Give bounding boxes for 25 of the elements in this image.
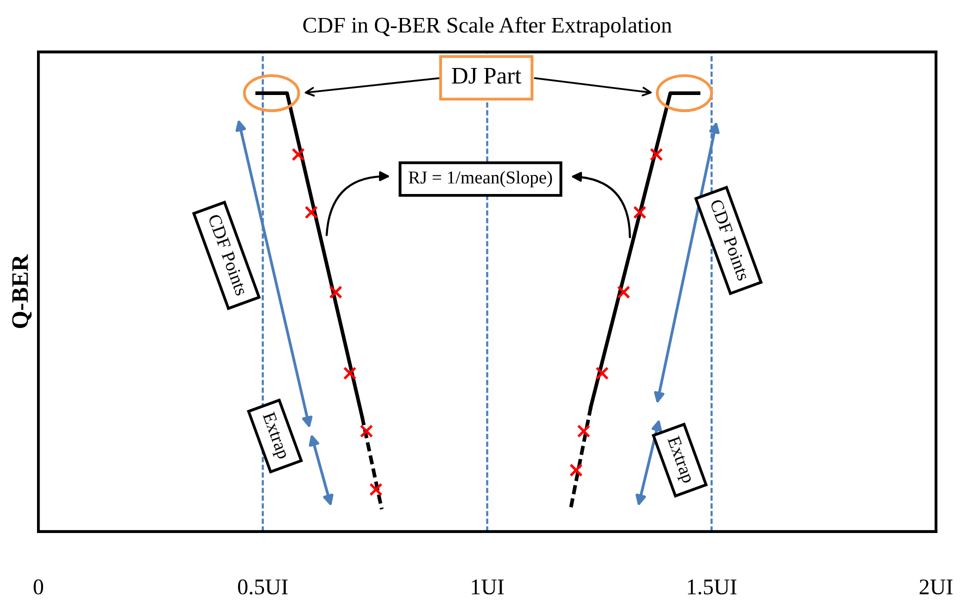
annotation: RJ = 1/mean(Slope) [408,170,552,188]
annotation: CDF Points [710,198,750,282]
point [329,286,342,299]
point [369,482,383,496]
x-tick-label: 2UI [920,579,952,594]
annotation: Extrap [664,435,695,485]
text: DJ Part [452,68,522,84]
chart-title: CDF in Q-BER Scale After Extrapolation [303,16,672,38]
point [617,286,630,299]
point [569,464,583,477]
point [650,148,664,162]
point [577,424,590,438]
point [633,206,646,220]
x-tick-label: 1.5UI [688,580,736,595]
x-tick-label: 0 [34,579,44,594]
point [343,366,356,380]
annotation: Extrap [259,411,290,461]
point [304,206,318,220]
point [595,366,609,380]
annotation: CDF Points [208,214,248,296]
x-tick-label: 0.5UI [238,579,288,595]
point [360,424,374,438]
x-tick-label: 1UI [472,580,504,594]
point [292,148,305,162]
y-axis-title: Q-BER [12,254,32,328]
